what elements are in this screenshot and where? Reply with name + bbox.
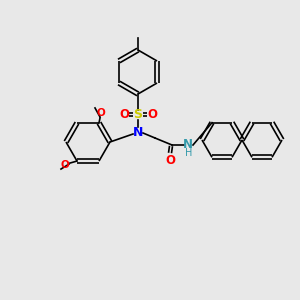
Text: H: H <box>185 148 193 158</box>
Text: O: O <box>147 107 157 121</box>
Text: S: S <box>134 109 142 122</box>
Text: N: N <box>133 125 143 139</box>
Text: O: O <box>119 107 129 121</box>
Text: N: N <box>183 139 193 152</box>
Text: O: O <box>61 160 69 170</box>
Text: O: O <box>97 108 105 118</box>
Text: O: O <box>165 154 175 166</box>
